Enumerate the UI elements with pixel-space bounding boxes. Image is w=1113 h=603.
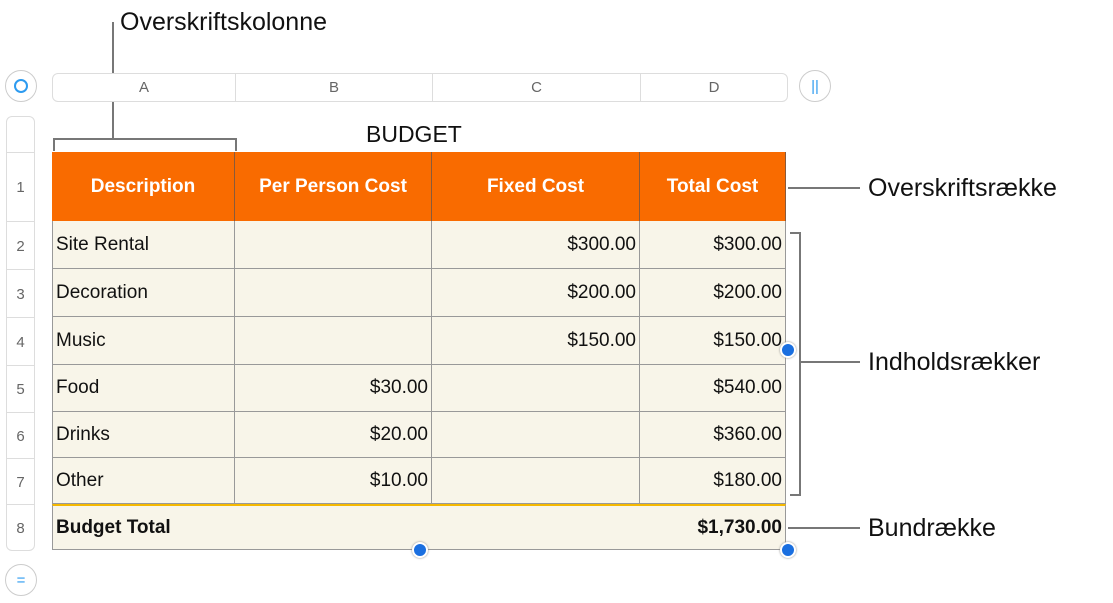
table-cell[interactable] xyxy=(235,269,432,317)
row-4-header[interactable]: 4 xyxy=(7,317,34,366)
table-cell[interactable] xyxy=(432,458,640,504)
header-cell[interactable]: Fixed Cost xyxy=(432,152,640,221)
table-title: BUDGET xyxy=(366,121,462,147)
table-cell[interactable] xyxy=(235,317,432,365)
table-cell[interactable]: $540.00 xyxy=(640,365,786,412)
table-cell[interactable]: Other xyxy=(52,458,235,504)
resize-handle-bottom[interactable] xyxy=(412,542,428,558)
table-cell[interactable]: $200.00 xyxy=(432,269,640,317)
callout-header-column: Overskriftskolonne xyxy=(120,8,328,36)
callout-body-rows: Indholdsrækker xyxy=(868,348,1041,376)
table-cell[interactable] xyxy=(432,412,640,458)
row-8-header[interactable]: 8 xyxy=(7,504,34,551)
callout-line xyxy=(788,187,860,189)
table-cell[interactable]: Decoration xyxy=(52,269,235,317)
table-cell[interactable]: Music xyxy=(52,317,235,365)
table-cell[interactable]: $150.00 xyxy=(640,317,786,365)
header-cell[interactable]: Total Cost xyxy=(640,152,786,221)
callout-line xyxy=(800,361,860,363)
select-table-button[interactable] xyxy=(5,70,37,102)
callout-footer-row: Bundrække xyxy=(868,514,996,542)
resize-handle-corner[interactable] xyxy=(780,542,796,558)
footer-total-cell[interactable]: $1,730.00 xyxy=(640,504,786,550)
add-column-button[interactable]: || xyxy=(799,70,831,102)
row-2-header[interactable]: 2 xyxy=(7,221,34,270)
column-header-bar: A B C D xyxy=(52,73,788,102)
row-6-header[interactable]: 6 xyxy=(7,412,34,459)
column-handle-icon: || xyxy=(811,77,819,95)
table-cell[interactable] xyxy=(235,221,432,269)
resize-handle-right[interactable] xyxy=(780,342,796,358)
body-rows-bracket xyxy=(790,232,801,496)
table-cell[interactable]: $30.00 xyxy=(235,365,432,412)
column-a-header[interactable]: A xyxy=(53,74,236,101)
footer-label-cell[interactable]: Budget Total xyxy=(52,504,640,550)
column-b-header[interactable]: B xyxy=(236,74,433,101)
callout-line xyxy=(788,527,860,529)
table-cell[interactable]: $200.00 xyxy=(640,269,786,317)
callout-header-row: Overskriftsrække xyxy=(868,174,1057,202)
table-cell[interactable]: $10.00 xyxy=(235,458,432,504)
row-5-header[interactable]: 5 xyxy=(7,365,34,413)
row-handle-icon: = xyxy=(16,571,26,589)
column-c-header[interactable]: C xyxy=(433,74,641,101)
table-cell[interactable]: Site Rental xyxy=(52,221,235,269)
column-d-header[interactable]: D xyxy=(708,79,720,96)
header-cell[interactable]: Description xyxy=(52,152,235,221)
table-cell[interactable]: $20.00 xyxy=(235,412,432,458)
circle-icon xyxy=(14,79,28,93)
header-cell[interactable]: Per Person Cost xyxy=(235,152,432,221)
row-3-header[interactable]: 3 xyxy=(7,269,34,318)
table-cell[interactable]: Drinks xyxy=(52,412,235,458)
table-cell[interactable]: $300.00 xyxy=(432,221,640,269)
table-cell[interactable]: $300.00 xyxy=(640,221,786,269)
header-column-bracket xyxy=(53,138,237,151)
table-cell[interactable]: Food xyxy=(52,365,235,412)
add-row-button[interactable]: = xyxy=(5,564,37,596)
table-cell[interactable]: $360.00 xyxy=(640,412,786,458)
table-cell[interactable]: $150.00 xyxy=(432,317,640,365)
table-cell[interactable] xyxy=(432,365,640,412)
row-7-header[interactable]: 7 xyxy=(7,458,34,505)
row-1-header[interactable]: 1 xyxy=(7,152,34,222)
table-cell[interactable]: $180.00 xyxy=(640,458,786,504)
